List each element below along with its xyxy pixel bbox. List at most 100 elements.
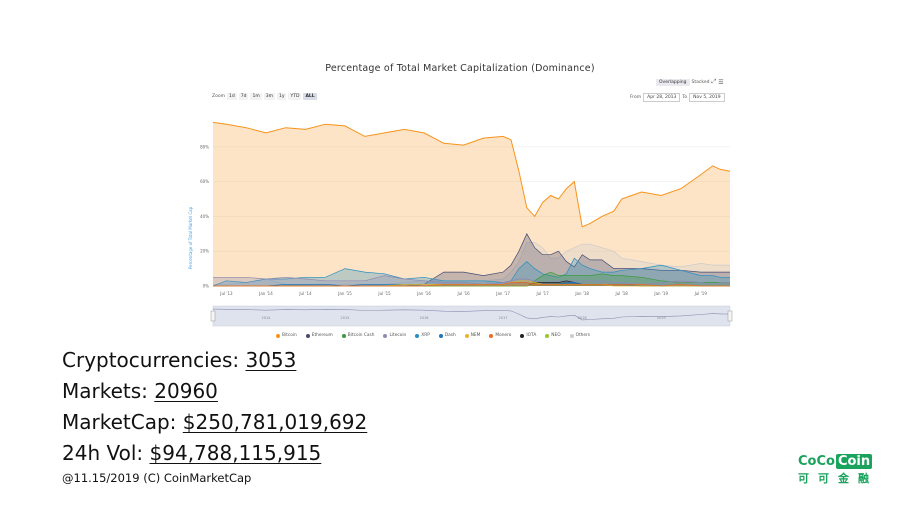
market-stats: Cryptocurrencies: 3053 Markets: 20960 Ma… bbox=[62, 346, 367, 470]
y-tick-label: 80% bbox=[200, 144, 209, 149]
legend-item-xrp[interactable]: XRP bbox=[415, 333, 430, 338]
markets-label: Markets: bbox=[62, 379, 148, 403]
navigator-tick-label: 2015 bbox=[341, 316, 350, 320]
legend-label: IOTA bbox=[526, 333, 537, 338]
series-line-xrp bbox=[212, 257, 730, 287]
zoom-ytd-button[interactable]: YTD bbox=[288, 93, 302, 100]
legend-marker bbox=[464, 333, 469, 338]
navigator-tick-label: 2016 bbox=[420, 316, 429, 320]
legend-item-litecoin[interactable]: Litecoin bbox=[383, 333, 406, 338]
navigator-tick-label: 2018 bbox=[578, 316, 587, 320]
legend-label: Ethereum bbox=[311, 333, 333, 338]
navigator-series-line bbox=[212, 308, 731, 321]
legend-marker bbox=[415, 333, 420, 338]
navigator-tick-label: 2019 bbox=[657, 316, 666, 320]
legend-label: Bitcoin Cash bbox=[347, 333, 375, 338]
x-tick-label: Jan '16 bbox=[416, 291, 431, 296]
x-tick-label: Jul '16 bbox=[456, 291, 470, 296]
navigator-tick-label: 2014 bbox=[262, 316, 272, 320]
legend-label: Others bbox=[575, 333, 591, 338]
logo-chinese-text: 可可金融 bbox=[798, 472, 878, 485]
legend-item-dash[interactable]: Dash bbox=[438, 333, 456, 338]
zoom-label: Zoom bbox=[212, 94, 225, 99]
legend-marker bbox=[383, 333, 388, 338]
x-tick-label: Jan '14 bbox=[258, 291, 273, 296]
legend-item-iota[interactable]: IOTA bbox=[520, 333, 536, 338]
legend-label: Bitcoin bbox=[282, 333, 297, 338]
navigator-right-handle[interactable] bbox=[727, 310, 733, 322]
marketcap-label: MarketCap: bbox=[62, 410, 177, 434]
crypto-row: Cryptocurrencies: 3053 bbox=[62, 346, 367, 377]
zoom-3m-button[interactable]: 3m bbox=[263, 93, 275, 100]
legend-label: XRP bbox=[421, 333, 430, 338]
y-tick-label: 0% bbox=[203, 284, 210, 289]
x-tick-label: Jul '18 bbox=[615, 291, 629, 296]
legend-marker bbox=[438, 333, 443, 338]
from-date-input[interactable]: Apr 28, 2013 bbox=[643, 93, 681, 102]
legend-label: NEO bbox=[551, 333, 561, 338]
chart-card: Percentage of Total Market Capitalizatio… bbox=[186, 54, 734, 344]
overlapping-button[interactable]: Overlapping bbox=[656, 78, 690, 86]
stacked-button[interactable]: Stacked bbox=[691, 79, 710, 85]
view-toolbar: Overlapping Stacked ⤢ ☰ bbox=[656, 78, 724, 86]
y-tick-label: 20% bbox=[200, 249, 209, 254]
navigator[interactable]: 2014 2015 2016 2017 2018 2019 bbox=[210, 305, 733, 327]
legend-marker bbox=[569, 333, 574, 338]
fullscreen-icon[interactable]: ⤢ bbox=[711, 78, 717, 85]
legend-label: NEM bbox=[470, 333, 481, 338]
series-area-bitcoin-cash bbox=[213, 272, 730, 286]
zoom-toolbar: Zoom 1d 7d 1m 3m 1y YTD ALL bbox=[212, 93, 317, 100]
legend-item-nem[interactable]: NEM bbox=[464, 333, 481, 338]
series-line-monero bbox=[213, 282, 730, 287]
volume-value: $94,788,115,915 bbox=[149, 441, 322, 465]
y-tick-label: 60% bbox=[200, 179, 209, 184]
legend-marker bbox=[520, 333, 525, 338]
marketcap-row: MarketCap: $250,781,019,692 bbox=[62, 408, 367, 439]
zoom-7d-button[interactable]: 7d bbox=[238, 93, 249, 100]
legend-item-ethereum[interactable]: Ethereum bbox=[305, 333, 333, 338]
menu-icon[interactable]: ☰ bbox=[718, 78, 724, 86]
marketcap-value: $250,781,019,692 bbox=[182, 410, 368, 434]
zoom-1m-button[interactable]: 1m bbox=[250, 93, 262, 100]
date-range: From Apr 28, 2013 To Nov 5, 2019 bbox=[630, 93, 725, 102]
zoom-1d-button[interactable]: 1d bbox=[226, 93, 237, 100]
y-tick-label: 40% bbox=[200, 214, 209, 219]
legend-item-others[interactable]: Others bbox=[569, 333, 591, 338]
legend-item-bitcoin-cash[interactable]: Bitcoin Cash bbox=[341, 333, 375, 338]
volume-label: 24h Vol: bbox=[62, 441, 144, 465]
to-date-input[interactable]: Nov 5, 2019 bbox=[689, 93, 725, 102]
legend-marker bbox=[276, 333, 280, 338]
navigator-window[interactable] bbox=[212, 305, 731, 327]
chart-title: Percentage of Total Market Capitalizatio… bbox=[325, 63, 595, 74]
series-area-litecoin bbox=[213, 275, 730, 286]
series-area-bitcoin bbox=[213, 122, 730, 287]
navigator-tick-label: 2017 bbox=[499, 316, 508, 320]
zoom-1y-button[interactable]: 1y bbox=[276, 93, 287, 100]
series-line-bitcoin bbox=[212, 121, 731, 228]
x-tick-label: Jul '14 bbox=[298, 291, 312, 296]
logo-wordmark: CoCo Coin bbox=[798, 454, 882, 469]
navigator-left-handle[interactable] bbox=[210, 310, 216, 322]
zoom-all-button[interactable]: ALL bbox=[303, 93, 317, 100]
series-area-dash bbox=[213, 282, 730, 286]
legend-marker bbox=[545, 333, 550, 338]
source-caption: @11.15/2019 (C) CoinMarketCap bbox=[62, 471, 252, 485]
legend-item-monero[interactable]: Monero bbox=[489, 333, 511, 338]
x-tick-label: Jul '15 bbox=[377, 291, 391, 296]
legend-label: Monero bbox=[495, 333, 512, 338]
x-tick-label: Jan '19 bbox=[653, 291, 668, 296]
series-area-iota bbox=[213, 280, 730, 286]
series-area-others bbox=[213, 242, 730, 286]
volume-row: 24h Vol: $94,788,115,915 bbox=[62, 439, 367, 470]
x-tick-label: Jul '17 bbox=[535, 291, 549, 296]
legend-label: Dash bbox=[444, 333, 456, 338]
legend-item-bitcoin[interactable]: Bitcoin bbox=[276, 333, 297, 338]
crypto-value: 3053 bbox=[245, 348, 297, 372]
y-axis-label: Percentage of Total Market Cap bbox=[188, 206, 193, 269]
dominance-plot: 0% 20% 40% 60% 80% Jul '13 Jan '14 Jul '14 Jan '… bbox=[188, 121, 733, 327]
legend-marker bbox=[489, 333, 494, 338]
legend-marker bbox=[305, 333, 310, 338]
legend-label: Litecoin bbox=[389, 333, 407, 338]
legend-item-neo[interactable]: NEO bbox=[545, 333, 561, 338]
series-area-neo bbox=[213, 284, 730, 286]
